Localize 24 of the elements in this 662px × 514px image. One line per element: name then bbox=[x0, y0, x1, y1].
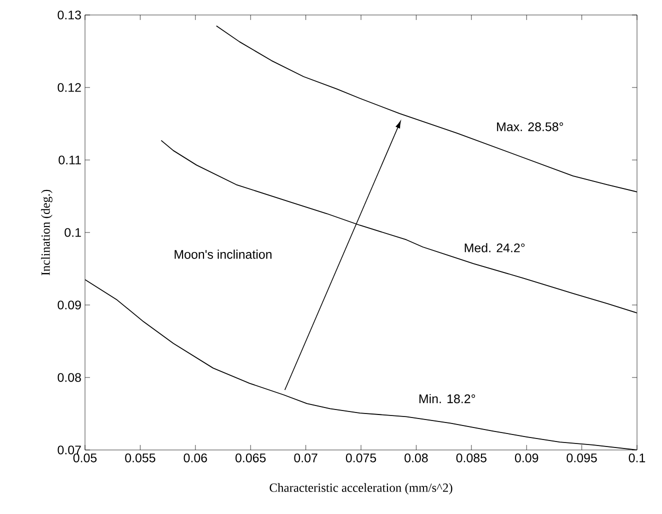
y-axis-title: Inclination (deg.) bbox=[41, 190, 52, 276]
x-tick-label: 0.05 bbox=[73, 454, 97, 462]
x-axis-title: Characteristic acceleration (mm/s^2) bbox=[270, 483, 452, 494]
annotation: Med. 24.2° bbox=[464, 243, 525, 252]
x-tick-label: 0.065 bbox=[236, 454, 266, 462]
x-tick-label: 0.08 bbox=[404, 454, 428, 462]
x-tick-label: 0.09 bbox=[514, 454, 538, 462]
annotation: Max. 28.58° bbox=[497, 122, 564, 132]
x-tick-label: 0.1 bbox=[628, 454, 646, 462]
x-tick-label: 0.06 bbox=[184, 454, 207, 462]
x-tick-label: 0.095 bbox=[566, 454, 597, 462]
y-tick-label: 0.13 bbox=[58, 10, 81, 20]
x-tick-label: 0.07 bbox=[294, 454, 318, 462]
y-tick-label: 0.08 bbox=[58, 373, 81, 382]
y-tick-label: 0.07 bbox=[58, 446, 81, 454]
y-tick-label: 0.09 bbox=[58, 300, 81, 310]
x-tick-label: 0.085 bbox=[456, 454, 486, 462]
annotation: Min. 18.2° bbox=[419, 394, 476, 404]
y-tick-label: 0.12 bbox=[58, 83, 81, 92]
y-tick-label: 0.1 bbox=[64, 228, 81, 237]
x-tick-label: 0.075 bbox=[346, 454, 376, 462]
x-tick-label: 0.055 bbox=[125, 454, 156, 462]
y-tick-label: 0.11 bbox=[58, 156, 81, 164]
annotation: Moon's inclination bbox=[174, 250, 272, 259]
